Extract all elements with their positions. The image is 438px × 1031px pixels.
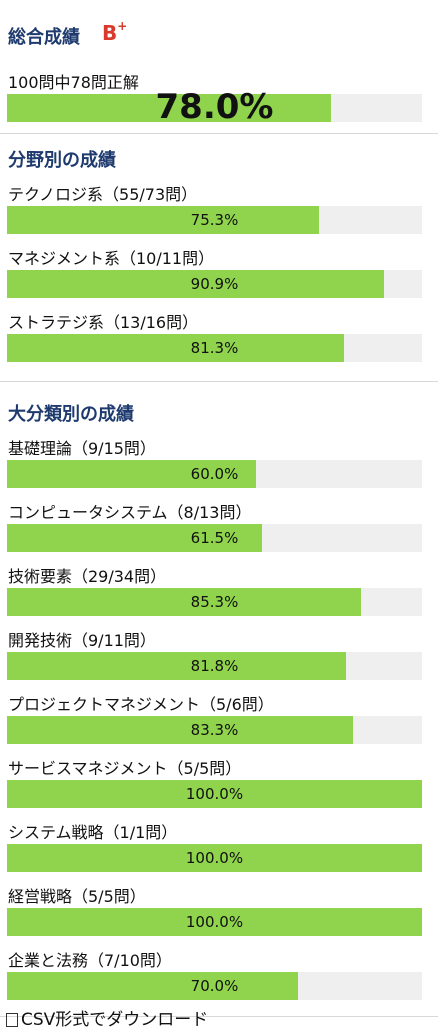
categories-percent: 83.3% bbox=[190, 721, 239, 739]
fields-progress-bar: 90.9% bbox=[7, 270, 422, 298]
categories-item-label: サービスマネジメント（5/5問） bbox=[8, 759, 242, 778]
fields-list: テクノロジ系（55/73問） 75.3% マネジメント系（10/11問） 90.9% ス… bbox=[0, 184, 438, 362]
document-icon bbox=[6, 1013, 18, 1027]
categories-item: システム戦略（1/1問） 100.0% bbox=[0, 822, 438, 872]
categories-progress-bar: 100.0% bbox=[7, 908, 422, 936]
categories-item-label: 企業と法務（7/10問） bbox=[8, 951, 172, 970]
categories-percent: 81.8% bbox=[190, 657, 239, 675]
overall-section: 総合成績 B+ 100問中78問正解 78.0% bbox=[0, 0, 438, 134]
categories-progress-fill bbox=[7, 908, 422, 936]
overall-progress-fill bbox=[7, 94, 331, 122]
fields-progress-bar: 81.3% bbox=[7, 334, 422, 362]
categories-progress-fill bbox=[7, 844, 422, 872]
categories-item: 企業と法務（7/10問） 70.0% bbox=[0, 950, 438, 1000]
categories-progress-bar: 100.0% bbox=[7, 780, 422, 808]
categories-section: 大分類別の成績 基礎理論（9/15問） 60.0% コンピュータシステム（8/13問… bbox=[0, 388, 438, 1017]
overall-summary: 100問中78問正解 bbox=[8, 73, 139, 92]
fields-item: ストラテジ系（13/16問） 81.3% bbox=[0, 312, 438, 362]
categories-progress-fill bbox=[7, 588, 361, 616]
fields-progress-fill bbox=[7, 270, 385, 298]
categories-item-label: 基礎理論（9/15問） bbox=[8, 439, 156, 458]
categories-item: サービスマネジメント（5/5問） 100.0% bbox=[0, 758, 438, 808]
overall-title: 総合成績 bbox=[8, 27, 80, 48]
categories-percent: 100.0% bbox=[185, 913, 244, 931]
categories-item-label: 開発技術（9/11問） bbox=[8, 631, 156, 650]
fields-item: テクノロジ系（55/73問） 75.3% bbox=[0, 184, 438, 234]
categories-header: 大分類別の成績 bbox=[0, 388, 438, 438]
overall-header: 総合成績 B+ bbox=[0, 0, 438, 72]
categories-item: 基礎理論（9/15問） 60.0% bbox=[0, 438, 438, 488]
categories-progress-fill bbox=[7, 524, 263, 552]
overall-percent: 78.0% bbox=[155, 87, 274, 127]
categories-item-label: 経営戦略（5/5問） bbox=[8, 887, 146, 906]
categories-progress-fill bbox=[7, 972, 298, 1000]
fields-progress-fill bbox=[7, 206, 320, 234]
grade-letter: B bbox=[102, 21, 118, 45]
fields-percent: 75.3% bbox=[190, 211, 239, 229]
fields-progress-fill bbox=[7, 334, 345, 362]
categories-item: 開発技術（9/11問） 81.8% bbox=[0, 630, 438, 680]
csv-download-label: CSV形式でダウンロード bbox=[21, 1010, 209, 1030]
categories-percent: 100.0% bbox=[185, 849, 244, 867]
fields-title: 分野別の成績 bbox=[8, 150, 116, 171]
categories-progress-bar: 70.0% bbox=[7, 972, 422, 1000]
fields-percent: 90.9% bbox=[190, 275, 239, 293]
grade-modifier: + bbox=[117, 19, 128, 34]
fields-item-label: マネジメント系（10/11問） bbox=[8, 249, 215, 268]
csv-download-link[interactable]: CSV形式でダウンロード bbox=[0, 1010, 208, 1030]
categories-percent: 100.0% bbox=[185, 785, 244, 803]
fields-item-label: ストラテジ系（13/16問） bbox=[8, 313, 199, 332]
categories-item: プロジェクトマネジメント（5/6問） 83.3% bbox=[0, 694, 438, 744]
fields-progress-bar: 75.3% bbox=[7, 206, 422, 234]
categories-list: 基礎理論（9/15問） 60.0% コンピュータシステム（8/13問） 61.5% 技術… bbox=[0, 438, 438, 1000]
categories-title: 大分類別の成績 bbox=[8, 404, 134, 425]
categories-progress-fill bbox=[7, 780, 422, 808]
grade-badge: B+ bbox=[102, 19, 128, 45]
fields-section: 分野別の成績 テクノロジ系（55/73問） 75.3% マネジメント系（10/11問… bbox=[0, 134, 438, 382]
fields-item: マネジメント系（10/11問） 90.9% bbox=[0, 248, 438, 298]
categories-progress-fill bbox=[7, 652, 347, 680]
categories-item: 技術要素（29/34問） 85.3% bbox=[0, 566, 438, 616]
categories-progress-bar: 81.8% bbox=[7, 652, 422, 680]
categories-percent: 70.0% bbox=[190, 977, 239, 995]
categories-progress-bar: 83.3% bbox=[7, 716, 422, 744]
categories-progress-bar: 100.0% bbox=[7, 844, 422, 872]
fields-percent: 81.3% bbox=[190, 339, 239, 357]
categories-progress-bar: 60.0% bbox=[7, 460, 422, 488]
categories-progress-fill bbox=[7, 460, 256, 488]
categories-item-label: コンピュータシステム（8/13問） bbox=[8, 503, 252, 522]
categories-progress-bar: 61.5% bbox=[7, 524, 422, 552]
categories-percent: 61.5% bbox=[190, 529, 239, 547]
categories-item-label: 技術要素（29/34問） bbox=[8, 567, 167, 586]
categories-item: 経営戦略（5/5問） 100.0% bbox=[0, 886, 438, 936]
fields-item-label: テクノロジ系（55/73問） bbox=[8, 185, 198, 204]
categories-progress-fill bbox=[7, 716, 353, 744]
fields-header: 分野別の成績 bbox=[0, 134, 438, 184]
categories-percent: 85.3% bbox=[190, 593, 239, 611]
categories-progress-bar: 85.3% bbox=[7, 588, 422, 616]
categories-item-label: システム戦略（1/1問） bbox=[8, 823, 178, 842]
categories-item-label: プロジェクトマネジメント（5/6問） bbox=[8, 695, 274, 714]
categories-percent: 60.0% bbox=[190, 465, 239, 483]
overall-progress-bar: 78.0% bbox=[7, 87, 422, 127]
categories-item: コンピュータシステム（8/13問） 61.5% bbox=[0, 502, 438, 552]
